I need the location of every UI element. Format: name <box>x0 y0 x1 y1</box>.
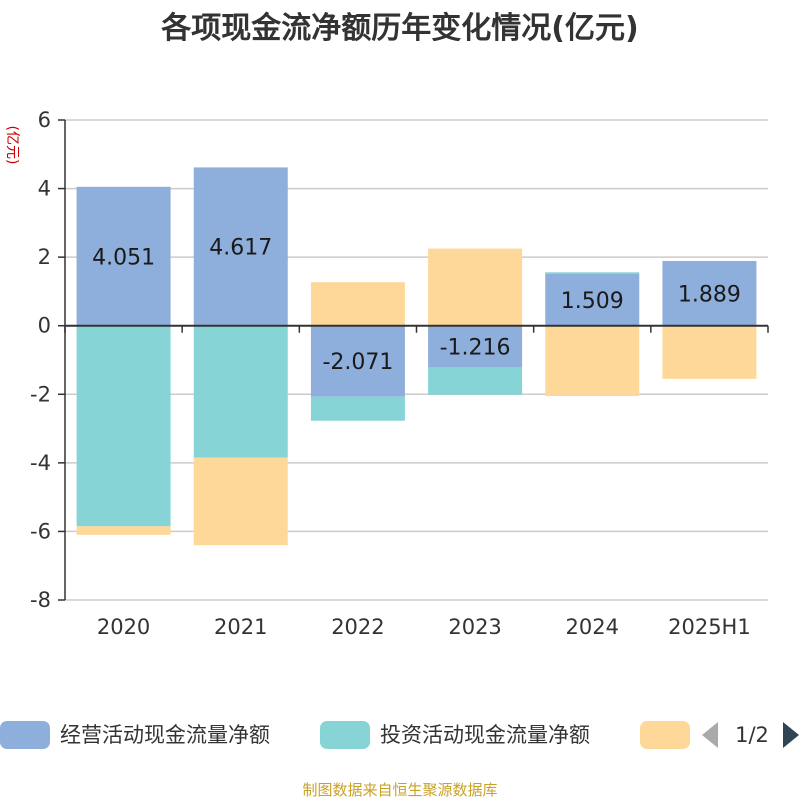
bar-series2-2023 <box>428 367 523 395</box>
legend-swatch[interactable] <box>320 721 370 749</box>
axes <box>64 120 769 600</box>
legend: 经营活动现金流量净额 投资活动现金流量净额 <box>0 721 690 749</box>
legend-label[interactable]: 经营活动现金流量净额 <box>60 723 270 747</box>
y-tick-label: 2 <box>38 245 51 269</box>
data-label: 4.051 <box>92 245 155 270</box>
data-label: -2.071 <box>322 350 393 375</box>
legend-label[interactable]: 投资活动现金流量净额 <box>380 723 590 747</box>
bar-series3-2025H1 <box>662 325 757 379</box>
bar-series3-2021 <box>193 457 288 546</box>
legend-swatch[interactable] <box>0 721 50 749</box>
chart-title: 各项现金流净额历年变化情况(亿元) <box>160 11 638 46</box>
grid <box>58 119 768 601</box>
bar-series3-2024 <box>545 325 640 396</box>
legend-prev-icon[interactable] <box>702 722 718 748</box>
x-tick-label: 2025H1 <box>668 615 751 639</box>
bar-series2-2020 <box>76 325 171 527</box>
data-label: 4.617 <box>209 236 272 261</box>
bar-series1-2025H1 <box>662 260 757 326</box>
legend-swatch[interactable] <box>640 721 690 749</box>
y-tick-label: -6 <box>30 519 51 543</box>
y-axis-unit: (亿元) <box>4 126 20 165</box>
y-tick-label: -4 <box>30 451 51 475</box>
x-tick-label: 2023 <box>448 615 501 639</box>
legend-page-indicator: 1/2 <box>735 723 769 747</box>
bar-series1-2024 <box>545 273 640 326</box>
bar-series1-2020 <box>76 186 171 326</box>
x-tick-label: 2024 <box>566 615 619 639</box>
bar-series3-2023 <box>428 248 523 326</box>
bars <box>76 167 757 546</box>
data-label: 1.509 <box>561 289 624 314</box>
bar-series3-2022 <box>310 282 405 326</box>
x-tick-label: 2020 <box>97 615 150 639</box>
bar-series2-2021 <box>193 325 288 458</box>
y-tick-label: 0 <box>38 314 51 338</box>
bar-series2-2024 <box>545 272 640 274</box>
tick-labels: 6 4 2 0 -2 -4 -6 -8 2020 2021 2022 2023 2024 2025H1 <box>30 108 751 639</box>
x-tick-label: 2021 <box>214 615 267 639</box>
bar-series2-2022 <box>310 396 405 421</box>
y-tick-label: -2 <box>30 382 51 406</box>
bar-series1-2022 <box>310 325 405 397</box>
legend-next-icon[interactable] <box>783 722 799 748</box>
data-labels: 4.051 4.617 -2.071 -1.216 1.509 1.889 <box>92 236 741 376</box>
bar-series3-2020 <box>76 526 171 535</box>
y-tick-label: -8 <box>30 588 51 612</box>
data-label: -1.216 <box>440 336 511 361</box>
source-note: 制图数据来自恒生聚源数据库 <box>302 781 497 799</box>
bar-series1-2021 <box>193 167 288 326</box>
bar-series1-2023 <box>428 325 523 368</box>
y-tick-label: 6 <box>38 108 51 132</box>
y-tick-label: 4 <box>38 177 51 201</box>
data-label: 1.889 <box>678 282 741 307</box>
x-tick-label: 2022 <box>331 615 384 639</box>
